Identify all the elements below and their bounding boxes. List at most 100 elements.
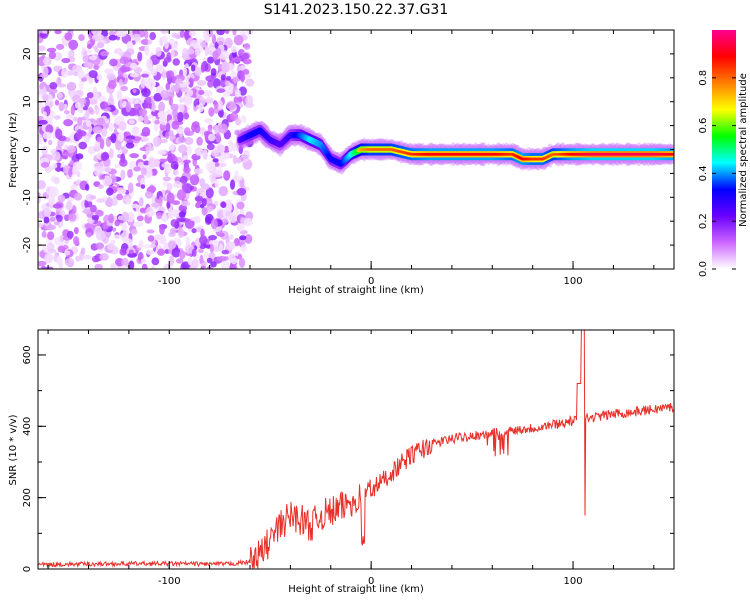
noise-speckle xyxy=(232,154,237,165)
noise-speckle xyxy=(183,127,191,136)
noise-speckle xyxy=(176,217,187,222)
noise-speckle xyxy=(182,155,188,162)
noise-speckle xyxy=(117,131,125,142)
noise-speckle xyxy=(53,221,60,226)
noise-speckle xyxy=(57,93,63,99)
noise-speckle xyxy=(48,51,57,60)
noise-speckle xyxy=(124,196,132,205)
noise-speckle xyxy=(122,73,128,78)
y-tick-label: 400 xyxy=(22,417,33,436)
noise-speckle xyxy=(94,263,103,269)
y-tick-label: -10 xyxy=(22,189,33,205)
noise-speckle xyxy=(117,51,124,56)
noise-speckle xyxy=(204,45,209,57)
noise-speckle xyxy=(171,120,180,130)
snr-y-label: SNR (10 * v/v) xyxy=(8,414,19,485)
noise-speckle xyxy=(163,56,172,63)
noise-speckle xyxy=(56,83,67,88)
noise-speckle xyxy=(151,265,156,269)
noise-speckle xyxy=(202,90,213,97)
noise-speckle xyxy=(239,235,247,241)
noise-speckle xyxy=(171,200,181,206)
spectrogram-x-label: Height of straight line (km) xyxy=(288,285,424,296)
colorbar-tick-label: 0.6 xyxy=(698,118,709,134)
noise-speckle xyxy=(172,58,180,66)
noise-speckle xyxy=(160,30,169,34)
noise-speckle xyxy=(38,134,43,145)
noise-speckle xyxy=(161,69,168,78)
noise-speckle xyxy=(232,30,237,36)
noise-speckle xyxy=(187,144,192,156)
noise-speckle xyxy=(86,43,92,50)
noise-speckle xyxy=(163,263,172,269)
noise-speckle xyxy=(196,80,207,87)
noise-speckle xyxy=(208,133,216,142)
noise-speckle xyxy=(132,33,141,41)
noise-speckle xyxy=(238,145,244,155)
noise-speckle xyxy=(135,205,141,213)
noise-speckle xyxy=(136,243,144,249)
noise-speckle xyxy=(204,98,215,104)
noise-speckle xyxy=(93,64,99,70)
noise-speckle xyxy=(177,144,188,154)
noise-speckle xyxy=(107,242,116,251)
noise-speckle xyxy=(210,261,217,268)
noise-speckle xyxy=(116,30,124,38)
noise-speckle xyxy=(212,50,219,61)
noise-speckle xyxy=(132,88,137,94)
noise-speckle xyxy=(245,95,254,107)
noise-speckle xyxy=(82,208,92,215)
noise-speckle xyxy=(191,248,197,257)
x-tick-label: -100 xyxy=(158,576,181,587)
noise-speckle xyxy=(144,45,150,56)
noise-speckle xyxy=(82,50,88,56)
noise-speckle xyxy=(156,64,165,73)
y-tick-label: 200 xyxy=(22,488,33,507)
noise-speckle xyxy=(56,43,65,50)
noise-speckle xyxy=(88,106,93,113)
noise-speckle xyxy=(86,231,92,238)
noise-speckle xyxy=(104,68,114,75)
noise-speckle xyxy=(242,58,252,65)
noise-speckle xyxy=(169,227,177,235)
noise-speckle xyxy=(238,257,246,269)
colorbar: 0.0 0.2 0.4 0.6 0.8 Normalized spectral ampl… xyxy=(698,30,749,277)
noise-speckle xyxy=(54,99,60,106)
noise-speckle xyxy=(64,250,71,256)
noise-speckle xyxy=(56,76,62,86)
noise-speckle xyxy=(169,144,175,151)
noise-speckle xyxy=(83,254,92,260)
noise-speckle xyxy=(198,248,204,254)
noise-speckle xyxy=(43,207,52,218)
noise-speckle xyxy=(74,238,79,246)
noise-speckle xyxy=(85,200,93,208)
noise-speckle xyxy=(182,80,190,86)
noise-speckle xyxy=(157,111,167,119)
noise-speckle xyxy=(133,66,143,74)
noise-speckle xyxy=(139,196,144,207)
noise-speckle xyxy=(89,195,96,200)
noise-speckle xyxy=(217,41,224,46)
noise-speckle xyxy=(48,186,59,197)
noise-speckle xyxy=(121,222,128,233)
noise-speckle xyxy=(38,180,46,190)
noise-speckle xyxy=(220,201,227,209)
noise-speckle xyxy=(159,117,168,126)
colorbar-tick-label: 0.0 xyxy=(698,261,709,277)
noise-speckle xyxy=(68,39,79,51)
noise-speckle xyxy=(86,92,94,99)
noise-speckle xyxy=(121,211,129,222)
noise-speckle xyxy=(230,45,237,53)
noise-speckle xyxy=(173,181,183,189)
noise-speckle xyxy=(116,193,124,201)
noise-speckle xyxy=(128,119,135,125)
noise-speckle xyxy=(224,30,230,35)
noise-speckle xyxy=(66,81,77,92)
noise-speckle xyxy=(144,77,154,87)
noise-speckle xyxy=(51,151,61,161)
noise-speckle xyxy=(213,101,219,109)
noise-speckle xyxy=(125,101,132,113)
noise-speckle xyxy=(147,114,153,119)
noise-speckle xyxy=(38,222,44,228)
